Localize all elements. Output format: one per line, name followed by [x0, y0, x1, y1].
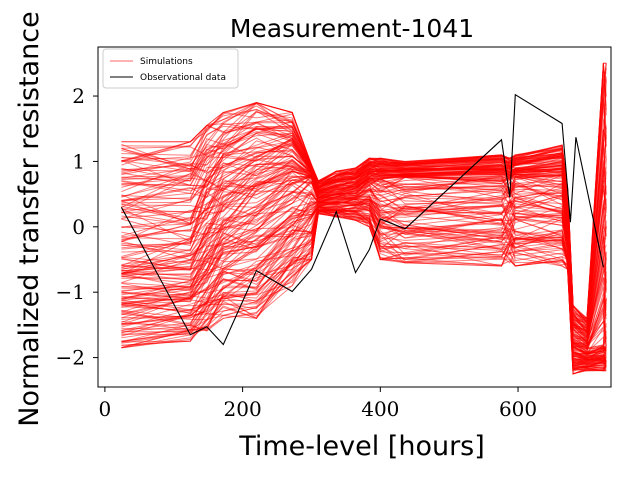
x-tick-label: 600	[499, 397, 537, 421]
y-tick-label: −2	[56, 346, 85, 370]
y-axis-label: Normalized transfer resistance	[14, 11, 45, 426]
plot-frame	[97, 46, 612, 388]
observational-data-line	[120, 93, 604, 346]
y-tick-label: 1	[72, 149, 85, 173]
observation-line	[120, 93, 604, 346]
legend-box	[102, 48, 239, 89]
x-axis-label: Time-level [hours]	[238, 431, 485, 462]
legend-label-observational: Observational data	[140, 73, 226, 83]
x-tick-label: 200	[224, 397, 262, 421]
legend-label-simulations: Simulations	[140, 57, 193, 67]
simulation-lines	[121, 62, 607, 375]
x-tick-label: 400	[361, 397, 399, 421]
axes-frame	[97, 46, 612, 388]
chart-title: Measurement-1041	[230, 14, 474, 43]
y-tick-label: 2	[72, 84, 85, 108]
simulation-line	[121, 63, 607, 324]
legend: Simulations Observational data	[102, 48, 239, 89]
x-tick-label: 0	[99, 397, 112, 421]
y-tick-label: 0	[72, 215, 85, 239]
axis-ticks: 0 200 400 600 −2 −1 0 1 2	[56, 84, 538, 421]
y-tick-label: −1	[56, 280, 85, 304]
